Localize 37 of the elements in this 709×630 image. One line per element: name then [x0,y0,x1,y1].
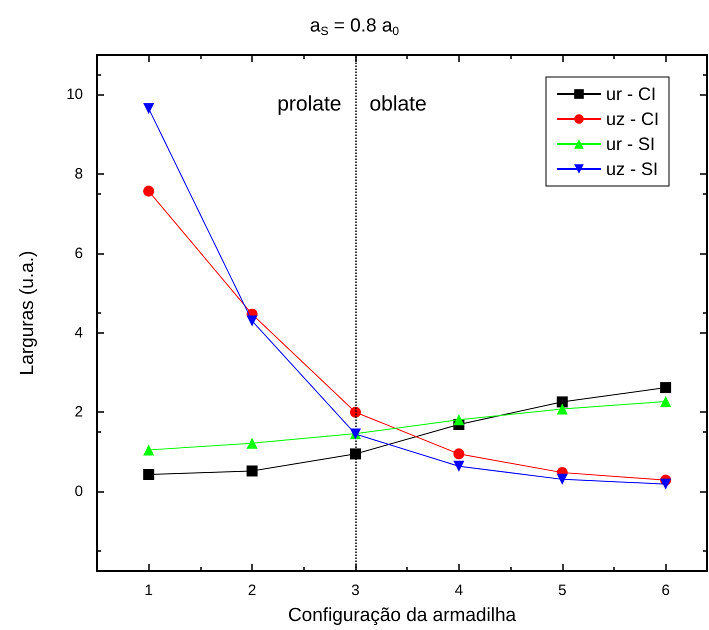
y-axis-title: Larguras (u.a.) [17,250,38,376]
x-tick-label: 4 [454,582,464,599]
annotation: oblate [369,92,427,116]
x-tick-label: 2 [248,582,256,599]
y-tick-label: 10 [66,86,83,104]
legend-label: ur - CI [606,84,656,104]
point [143,444,154,456]
x-tick-label: 6 [661,582,670,599]
point [350,448,361,460]
legend-label: ur - SI [606,134,656,154]
y-tick-label: 6 [74,244,83,262]
point [556,396,568,408]
point [556,404,568,415]
point [660,478,672,490]
x-tick-label: 1 [144,582,153,599]
x-tick-label: 3 [351,582,360,599]
x-tick-label: 5 [558,582,566,599]
y-tick-label: 2 [74,404,83,421]
point [453,414,464,426]
point [246,438,258,449]
point [660,382,672,394]
point [246,465,258,476]
point [556,474,568,485]
y-tick-label: 4 [74,324,83,342]
point [143,186,154,197]
point [453,448,464,460]
annotation: prolate [277,92,342,116]
y-tick-label: 0 [74,483,83,500]
y-tick-label: 8 [74,166,83,183]
point [143,469,154,480]
legend-label: uz - CI [606,109,660,129]
point [660,396,672,408]
point [453,460,464,472]
point [143,103,154,114]
x-axis-title: Configuração da armadilha [288,605,516,626]
legend-label: uz - SI [606,159,658,179]
point [246,315,258,326]
